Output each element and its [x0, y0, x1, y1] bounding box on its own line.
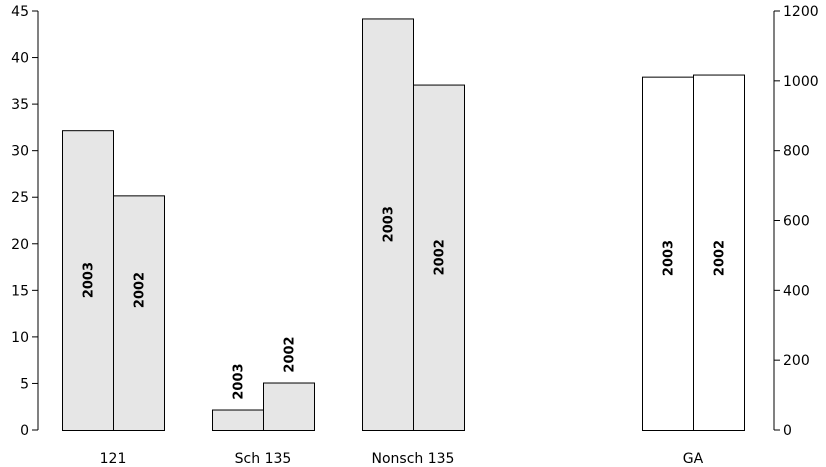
left-tick-label: 20 — [11, 237, 29, 253]
bar-data-label: 2002 — [713, 240, 728, 276]
bar — [113, 195, 165, 431]
category-label: GA — [683, 451, 704, 467]
right-tick-label: 400 — [783, 283, 810, 299]
category-label: Nonsch 135 — [372, 451, 455, 467]
left-tick-label: 5 — [20, 376, 29, 392]
bar-data-label: 2002 — [133, 272, 148, 308]
category-label: Sch 135 — [235, 451, 292, 467]
bar-data-label: 2002 — [283, 336, 298, 372]
bar — [212, 409, 264, 432]
bar-data-label: 2003 — [382, 206, 397, 242]
bar-data-label: 2003 — [662, 240, 677, 276]
right-tick-label: 600 — [783, 214, 810, 230]
bar — [413, 84, 465, 432]
bar-data-label: 2002 — [433, 239, 448, 275]
bars-layer: 2003 2002 2003 2002 2003 2002 2003 2002 — [62, 18, 745, 432]
left-tick-label: 0 — [20, 423, 29, 439]
bar — [362, 18, 414, 432]
bar — [62, 130, 114, 431]
left-tick-label: 15 — [11, 283, 29, 299]
left-y-axis: 0 5 10 15 20 25 30 35 40 45 — [11, 4, 39, 439]
bar — [693, 74, 745, 431]
right-tick-label: 1200 — [783, 4, 819, 20]
left-tick-label: 25 — [11, 190, 29, 206]
left-tick-label: 45 — [11, 4, 29, 20]
bar — [263, 382, 315, 432]
bar — [642, 76, 694, 431]
right-tick-label: 0 — [783, 423, 792, 439]
bar-data-label: 2003 — [82, 262, 97, 298]
category-label: 121 — [100, 451, 127, 467]
left-tick-label: 35 — [11, 97, 29, 113]
left-tick-label: 10 — [11, 330, 29, 346]
right-tick-label: 200 — [783, 353, 810, 369]
right-y-axis: 0 200 400 600 800 1000 1200 — [773, 4, 819, 439]
right-tick-label: 1000 — [783, 74, 819, 90]
right-tick-label: 800 — [783, 144, 810, 160]
bar-data-label: 2003 — [232, 363, 247, 399]
left-tick-label: 30 — [11, 144, 29, 160]
left-tick-label: 40 — [11, 51, 29, 67]
category-labels: 121 Sch 135 Nonsch 135 GA — [100, 451, 704, 467]
